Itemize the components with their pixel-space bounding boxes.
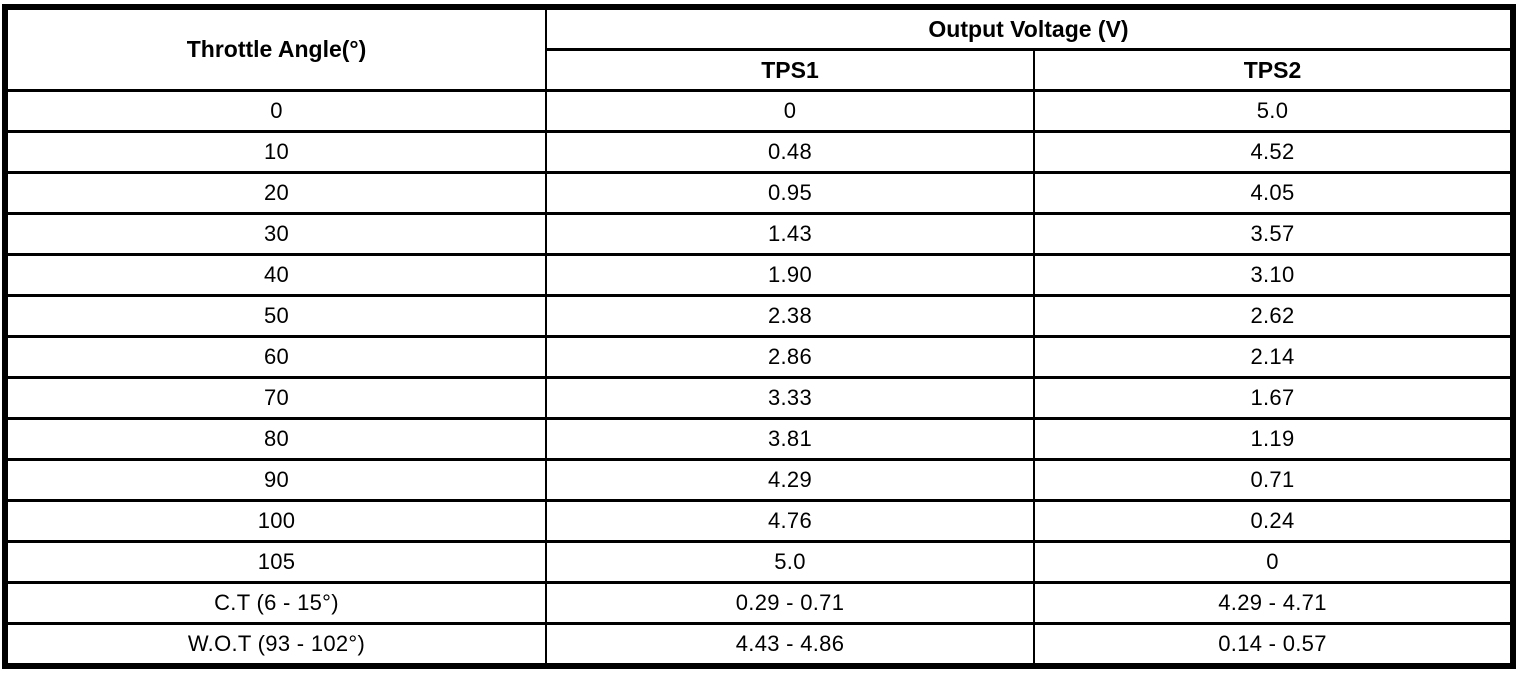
cell-angle: W.O.T (93 - 102°)	[4, 622, 547, 668]
cell-tps1: 2.86	[545, 335, 1035, 379]
table-row: 20 0.95 4.05	[4, 171, 1515, 215]
cell-angle: 60	[4, 335, 547, 379]
cell-tps1: 0.95	[545, 171, 1035, 215]
cell-angle: 20	[4, 171, 547, 215]
cell-tps1: 1.90	[545, 253, 1035, 297]
table-row: 90 4.29 0.71	[4, 458, 1515, 502]
header-row-sub: TPS1 TPS2	[5, 48, 1515, 92]
column-group-header-output-voltage: Output Voltage (V)	[544, 5, 1515, 51]
table-row: 70 3.33 1.67	[4, 376, 1515, 420]
cell-tps2: 0.71	[1032, 458, 1515, 502]
cell-tps1: 5.0	[545, 540, 1035, 584]
cell-tps1: 2.38	[545, 294, 1035, 338]
cell-tps1: 4.29	[545, 458, 1035, 502]
table-row-closed-throttle: C.T (6 - 15°) 0.29 - 0.71 4.29 - 4.71	[4, 581, 1515, 625]
cell-tps1: 3.33	[545, 376, 1035, 420]
cell-angle: 50	[4, 294, 547, 338]
cell-tps2: 4.52	[1032, 130, 1515, 174]
table-row: 0 0 5.0	[4, 89, 1515, 133]
table-row: 105 5.0 0	[4, 540, 1515, 584]
table-row: 40 1.90 3.10	[4, 253, 1515, 297]
cell-tps2: 1.67	[1032, 376, 1515, 420]
table-row: 60 2.86 2.14	[4, 335, 1515, 379]
cell-tps2: 2.14	[1032, 335, 1515, 379]
cell-angle: 10	[4, 130, 547, 174]
table-row: 30 1.43 3.57	[4, 212, 1515, 256]
header-row-group: Throttle Angle(°) Output Voltage (V)	[4, 5, 1515, 92]
cell-tps2: 0	[1032, 540, 1515, 584]
cell-tps2: 2.62	[1032, 294, 1515, 338]
cell-angle: 40	[4, 253, 547, 297]
table-row: 100 4.76 0.24	[4, 499, 1515, 543]
cell-tps1: 0.48	[545, 130, 1035, 174]
cell-angle: 80	[4, 417, 547, 461]
column-header-tps2: TPS2	[1032, 48, 1515, 92]
cell-tps2: 0.14 - 0.57	[1032, 622, 1515, 668]
cell-tps2: 0.24	[1032, 499, 1515, 543]
column-header-tps1: TPS1	[545, 48, 1035, 92]
tps-output-voltage-table: Throttle Angle(°) Output Voltage (V) TPS…	[2, 4, 1517, 669]
cell-tps2: 1.19	[1032, 417, 1515, 461]
table-row-wide-open-throttle: W.O.T (93 - 102°) 4.43 - 4.86 0.14 - 0.5…	[4, 622, 1515, 668]
cell-tps1: 0	[545, 89, 1035, 133]
cell-tps1: 0.29 - 0.71	[545, 581, 1035, 625]
cell-angle: 70	[4, 376, 547, 420]
cell-angle: 105	[4, 540, 547, 584]
column-header-throttle-angle: Throttle Angle(°)	[4, 5, 547, 92]
cell-tps2: 3.57	[1032, 212, 1515, 256]
cell-tps1: 1.43	[545, 212, 1035, 256]
cell-tps2: 3.10	[1032, 253, 1515, 297]
cell-angle: C.T (6 - 15°)	[4, 581, 547, 625]
cell-tps2: 4.05	[1032, 171, 1515, 215]
cell-tps1: 4.76	[545, 499, 1035, 543]
table-row: 50 2.38 2.62	[4, 294, 1515, 338]
cell-angle: 100	[4, 499, 547, 543]
cell-tps1: 4.43 - 4.86	[545, 622, 1035, 668]
table-row: 80 3.81 1.19	[4, 417, 1515, 461]
cell-angle: 0	[4, 89, 547, 133]
cell-tps2: 5.0	[1032, 89, 1515, 133]
table-row: 10 0.48 4.52	[4, 130, 1515, 174]
cell-angle: 30	[4, 212, 547, 256]
cell-angle: 90	[4, 458, 547, 502]
cell-tps2: 4.29 - 4.71	[1032, 581, 1515, 625]
cell-tps1: 3.81	[545, 417, 1035, 461]
